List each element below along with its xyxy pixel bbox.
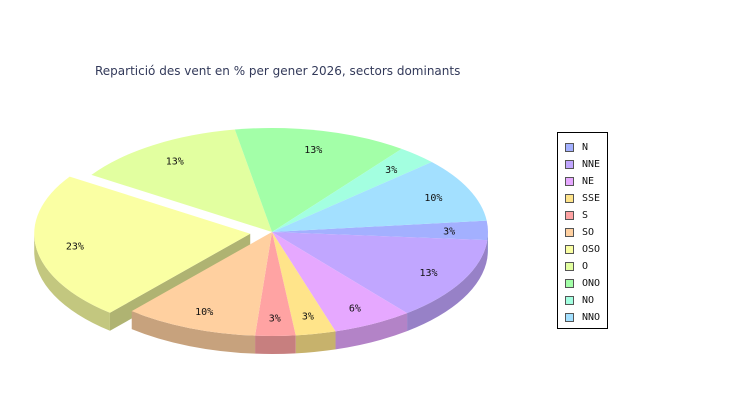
- pie-slice-ono: [234, 128, 402, 232]
- legend-swatch: [565, 194, 574, 203]
- legend-item-sse: SSE: [558, 190, 607, 207]
- legend-label: ONO: [582, 278, 601, 289]
- slice-label-s: 3%: [269, 313, 281, 324]
- pie-slice-no: [272, 148, 432, 232]
- legend-item-no: NO: [558, 292, 607, 309]
- legend-label: SSE: [582, 193, 601, 204]
- slice-label-sse: 3%: [302, 312, 314, 323]
- legend-label: OSO: [582, 244, 601, 255]
- slice-label-no: 3%: [385, 165, 397, 176]
- pie-slice-oso: [34, 176, 251, 313]
- legend-item-ne: NE: [558, 173, 607, 190]
- pie-side-ne: [335, 313, 408, 350]
- legend-swatch: [565, 228, 574, 237]
- pie-side-n: [487, 232, 488, 259]
- legend-swatch: [565, 211, 574, 220]
- legend-swatch: [565, 245, 574, 254]
- pie-slice-s: [255, 232, 296, 336]
- legend-swatch: [565, 143, 574, 152]
- pie-slice-nno: [272, 162, 487, 232]
- slice-label-ne: 6%: [349, 303, 361, 314]
- legend-item-o: O: [558, 258, 607, 275]
- pie-side-s: [255, 335, 296, 355]
- legend-item-oso: OSO: [558, 241, 607, 258]
- legend-item-ono: ONO: [558, 275, 607, 292]
- pie-tops: [34, 128, 489, 336]
- pie-side-sse: [295, 331, 336, 354]
- slice-label-oso: 23%: [66, 242, 84, 253]
- chart-title: Repartició des vent en % per gener 2026,…: [95, 64, 461, 78]
- pie-slice-ne: [272, 232, 408, 332]
- pie-side-nne: [407, 240, 488, 332]
- legend-item-nne: NNE: [558, 156, 607, 173]
- legend-swatch: [565, 262, 574, 271]
- legend-swatch: [565, 279, 574, 288]
- legend-swatch: [565, 313, 574, 322]
- pie-slice-n: [272, 220, 489, 241]
- legend-label: NNE: [582, 159, 601, 170]
- slice-label-n: 3%: [443, 227, 455, 238]
- legend-swatch: [565, 177, 574, 186]
- legend-label: NNO: [582, 312, 601, 323]
- legend-item-nno: NNO: [558, 309, 607, 326]
- pie-side-oso: [34, 233, 110, 331]
- slice-label-nno: 10%: [424, 193, 442, 204]
- pie-slice-o: [91, 129, 273, 232]
- legend: N NNE NE SSE S SO OSO O ONO NO NNO: [557, 132, 608, 329]
- legend-label: SO: [582, 227, 595, 238]
- pie-slice-nne: [272, 232, 488, 314]
- pie-slice-sse: [272, 232, 336, 336]
- legend-label: S: [582, 210, 589, 221]
- pie-labels: 3% 13% 6% 3% 3% 10% 23% 13% 13% 3% 10%: [66, 145, 455, 324]
- slice-label-so: 10%: [195, 307, 213, 318]
- legend-label: O: [582, 261, 589, 272]
- pie-slice-so: [131, 232, 272, 336]
- pie-side-so: [131, 311, 256, 354]
- legend-label: N: [582, 142, 589, 153]
- slice-label-o: 13%: [166, 157, 184, 168]
- legend-item-s: S: [558, 207, 607, 224]
- slice-label-nne: 13%: [419, 268, 437, 279]
- legend-label: NO: [582, 295, 595, 306]
- legend-label: NE: [582, 176, 595, 187]
- legend-item-so: SO: [558, 224, 607, 241]
- legend-item-n: N: [558, 139, 607, 156]
- slice-label-ono: 13%: [304, 145, 322, 156]
- legend-swatch: [565, 296, 574, 305]
- legend-swatch: [565, 160, 574, 169]
